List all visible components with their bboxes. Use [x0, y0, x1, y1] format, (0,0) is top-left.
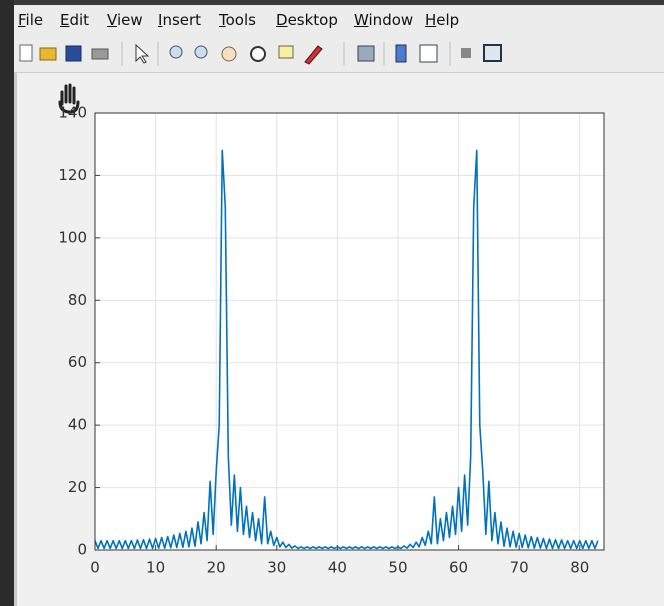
x-tick-label: 40 [328, 559, 347, 577]
toolbar [0, 36, 664, 73]
figure: 0 10 20 30 40 50 60 70 80 0 20 40 60 80 100 120 140 [58, 83, 605, 577]
zoom-out-icon[interactable] [194, 45, 208, 59]
menu-tools[interactable]: Tools [219, 11, 256, 29]
colorbar-icon[interactable] [395, 44, 407, 63]
legend-icon[interactable] [419, 44, 438, 63]
print-icon[interactable] [91, 48, 109, 60]
x-tick-label: 10 [146, 559, 165, 577]
hand-cursor [58, 83, 80, 114]
x-tick-label: 70 [510, 559, 529, 577]
menu-insert[interactable]: Insert [158, 11, 202, 29]
axes-background [95, 113, 604, 550]
link-icon[interactable] [357, 45, 375, 62]
rotate-icon[interactable] [250, 46, 266, 62]
y-tick-label: 120 [58, 166, 87, 184]
window-border [14, 72, 17, 606]
y-tick-label: 100 [58, 228, 87, 246]
x-tick-label: 30 [267, 559, 286, 577]
x-tick-label: 80 [570, 559, 589, 577]
datatip-icon[interactable] [278, 45, 294, 59]
x-tick-label: 0 [90, 559, 100, 577]
hide-tools-icon[interactable] [461, 48, 471, 58]
menu-edit[interactable]: Edit [60, 11, 90, 29]
brush-icon[interactable] [304, 45, 323, 65]
axes-box [94, 112, 605, 551]
new-icon[interactable] [19, 44, 33, 62]
zoom-in-icon[interactable] [169, 45, 183, 59]
background-window [0, 0, 14, 606]
menu-window[interactable]: Window [354, 11, 414, 29]
menu-view[interactable]: View [107, 11, 143, 29]
y-tick-label: 40 [68, 416, 87, 434]
x-tick-label: 20 [207, 559, 226, 577]
data-line [94, 149, 599, 550]
pan-icon[interactable] [221, 46, 237, 62]
menu-help[interactable]: Help [425, 11, 460, 29]
menu-desktop[interactable]: Desktop [276, 11, 338, 29]
y-tick-label: 0 [77, 541, 87, 559]
pointer-icon[interactable] [135, 43, 150, 64]
y-tick-label: 140 [58, 104, 87, 122]
save-icon[interactable] [65, 45, 82, 62]
y-tick-label: 20 [68, 478, 87, 496]
open-icon[interactable] [39, 47, 57, 61]
y-tick-label: 60 [68, 353, 87, 371]
x-tick-label: 60 [449, 559, 468, 577]
x-tick-label: 50 [388, 559, 407, 577]
y-tick-label: 80 [68, 291, 87, 309]
dock-icon[interactable] [483, 44, 502, 62]
menu-file[interactable]: File [18, 11, 44, 29]
toolbar-icons [19, 42, 502, 66]
menu-bar: File Edit View Insert Tools Desktop Wind… [0, 0, 664, 36]
